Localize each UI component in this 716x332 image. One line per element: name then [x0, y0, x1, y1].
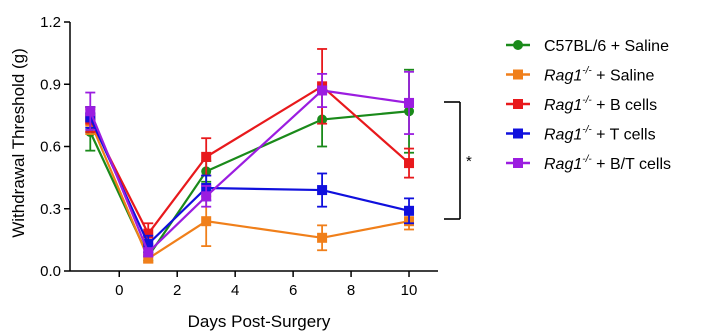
- x-tick-label: 4: [231, 282, 239, 299]
- legend-label-main: Rag1: [544, 68, 582, 85]
- series-4: [85, 70, 415, 258]
- plot-area: [85, 48, 415, 264]
- legend-label: Rag1-/- + B cells: [544, 95, 657, 114]
- legend-label-suffix: + B cells: [592, 97, 657, 114]
- data-point: [404, 205, 415, 216]
- legend-marker: [513, 69, 523, 80]
- data-point: [317, 232, 328, 243]
- legend-label-suffix: + T cells: [592, 127, 656, 144]
- significance-star: *: [466, 153, 472, 170]
- y-axis-title: Withdrawal Threshold (g): [9, 48, 28, 238]
- series-line: [89, 121, 410, 261]
- x-tick-label: 8: [347, 282, 355, 299]
- x-tick-label: 10: [401, 282, 418, 299]
- data-point: [85, 106, 96, 117]
- legend-marker: [513, 158, 523, 168]
- legend-label-main: C57BL/6: [544, 38, 606, 55]
- legend-label-main: Rag1: [544, 97, 582, 114]
- series-0: [85, 68, 415, 262]
- data-point: [143, 239, 154, 250]
- legend-label-suffix: + B/T cells: [592, 156, 671, 173]
- x-axis-title: Days Post-Surgery: [188, 312, 331, 331]
- data-point: [317, 185, 328, 196]
- series-line: [89, 84, 410, 236]
- legend-marker: [513, 128, 523, 139]
- y-tick-label: 1.2: [40, 14, 61, 31]
- data-point: [201, 216, 212, 227]
- x-tick-label: 6: [289, 282, 297, 299]
- data-point: [404, 97, 415, 108]
- legend-item: C57BL/6 + Saline: [506, 38, 669, 55]
- data-point: [143, 253, 154, 264]
- legend-label-superscript: -/-: [582, 66, 592, 77]
- data-point: [201, 191, 212, 202]
- data-point: [143, 228, 154, 239]
- y-tick-label: 0.6: [40, 139, 61, 156]
- legend-label-superscript: -/-: [582, 125, 592, 136]
- legend-label-suffix: + Saline: [592, 68, 655, 85]
- x-tick-label: 0: [115, 282, 123, 299]
- data-point: [317, 85, 328, 96]
- legend-item: Rag1-/- + T cells: [506, 125, 656, 144]
- legend-item: Rag1-/- + B/T cells: [506, 154, 671, 173]
- x-tick-label: 2: [173, 282, 181, 299]
- legend-label-main: Rag1: [544, 156, 582, 173]
- legend-label: Rag1-/- + B/T cells: [544, 154, 671, 173]
- legend-label-main: Rag1: [544, 127, 582, 144]
- legend-item: Rag1-/- + Saline: [506, 66, 655, 85]
- legend-marker: [513, 40, 523, 50]
- legend-label-superscript: -/-: [582, 95, 592, 106]
- series-1: [85, 108, 415, 264]
- legend-label-superscript: -/-: [582, 154, 592, 165]
- data-point: [143, 247, 154, 258]
- y-tick-label: 0.9: [40, 76, 61, 93]
- legend-label: Rag1-/- + Saline: [544, 66, 655, 85]
- legend-item: Rag1-/- + B cells: [506, 95, 657, 114]
- significance-annotation: *: [444, 101, 472, 220]
- data-point: [201, 151, 212, 162]
- data-point: [404, 158, 415, 169]
- y-tick-label: 0.0: [40, 263, 61, 280]
- legend-label: Rag1-/- + T cells: [544, 125, 656, 144]
- legend-marker: [513, 99, 523, 109]
- axes: 0.0 0.3 0.6 0.9 1.2 0 2 4 6 8 10: [40, 14, 438, 299]
- y-tick-label: 0.3: [40, 201, 61, 218]
- legend-label: C57BL/6 + Saline: [544, 38, 669, 55]
- legend-label-suffix: + Saline: [606, 38, 669, 55]
